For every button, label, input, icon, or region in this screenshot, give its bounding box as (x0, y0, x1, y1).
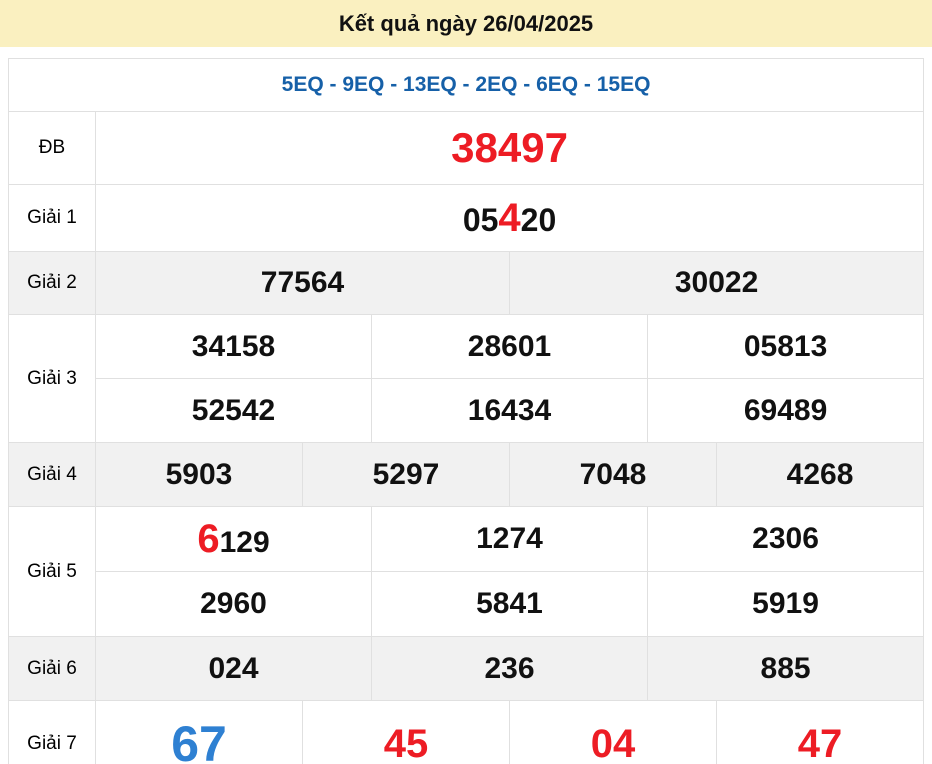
prize-g4-value-4: 4268 (715, 442, 925, 507)
row-label-db: ĐB (8, 111, 96, 185)
prize-g3-value-3: 05813 (646, 314, 925, 379)
prize-row-g4: Giải 4 5903 5297 7048 4268 (8, 442, 925, 507)
row-label-g2: Giải 2 (8, 251, 96, 315)
row-label-g6: Giải 6 (8, 636, 96, 701)
prize-g1-value: 05420 (94, 184, 925, 252)
prize-g4-value-2: 5297 (302, 442, 510, 507)
prize-row-g5-line1: Giải 5 6129 1274 2306 (8, 506, 925, 637)
prize-g3-value-5: 16434 (371, 378, 648, 443)
prize-g3-value-2: 28601 (371, 314, 648, 379)
prize-row-g3-line1: Giải 3 34158 28601 05813 (8, 314, 925, 443)
prize-g6-value-2: 236 (371, 636, 648, 701)
prize-db-value: 38497 (94, 111, 925, 185)
prize-g7-value-1: 67 (95, 700, 303, 764)
prize-g7-value-3: 04 (509, 700, 717, 764)
prize-g7-value-4: 47 (715, 700, 925, 764)
g5-digits-rest: 129 (219, 525, 270, 559)
page-title: Kết quả ngày 26/04/2025 (338, 10, 594, 36)
prize-g2-value-2: 30022 (508, 251, 925, 315)
row-label-g3: Giải 3 (8, 314, 96, 443)
prize-g5-value-2: 1274 (371, 506, 648, 572)
prize-g6-value-1: 024 (95, 636, 372, 701)
prize-row-g2: Giải 2 77564 30022 (8, 251, 925, 315)
row-label-g5: Giải 5 (8, 506, 96, 637)
prize-row-g6: Giải 6 024 236 885 (8, 636, 925, 701)
station-codes: 5EQ - 9EQ - 13EQ - 2EQ - 6EQ - 15EQ (7, 58, 925, 112)
lottery-results-table: 5EQ - 9EQ - 13EQ - 2EQ - 6EQ - 15EQ ĐB 3… (7, 58, 925, 764)
page-title-bar: Kết quả ngày 26/04/2025 (0, 0, 932, 47)
g1-digits-pre: 05 (462, 201, 499, 238)
g1-highlight-digit: 4 (498, 195, 521, 240)
g1-digits-post: 20 (520, 201, 557, 238)
prize-row-db: ĐB 38497 (8, 111, 925, 185)
prize-g4-value-1: 5903 (95, 442, 303, 507)
prize-g3-value-1: 34158 (95, 314, 372, 379)
prize-g5-value-6: 5919 (646, 571, 925, 637)
prize-g5-value-5: 5841 (371, 571, 648, 637)
prize-g7-value-2: 45 (302, 700, 510, 764)
station-row: 5EQ - 9EQ - 13EQ - 2EQ - 6EQ - 15EQ (7, 58, 925, 112)
prize-row-g5-line2: 2960 5841 5919 (9, 571, 925, 637)
prize-g3-value-6: 69489 (646, 378, 925, 443)
prize-g3-value-4: 52542 (95, 378, 372, 443)
prize-g5-value-3: 2306 (646, 506, 925, 572)
row-label-g4: Giải 4 (8, 442, 96, 507)
g5-highlight-digit: 6 (197, 516, 220, 561)
prize-g5-value-1: 6129 (95, 506, 372, 572)
prize-row-g1: Giải 1 05420 (8, 184, 925, 252)
row-label-g7: Giải 7 (8, 700, 96, 764)
prize-g2-value-1: 77564 (95, 251, 510, 315)
prize-row-g3-line2: 52542 16434 69489 (9, 378, 925, 443)
prize-row-g7: Giải 7 67 45 04 47 (8, 700, 925, 764)
prize-g4-value-3: 7048 (509, 442, 717, 507)
prize-g5-value-4: 2960 (95, 571, 372, 637)
row-label-g1: Giải 1 (8, 184, 96, 252)
prize-g6-value-3: 885 (646, 636, 925, 701)
